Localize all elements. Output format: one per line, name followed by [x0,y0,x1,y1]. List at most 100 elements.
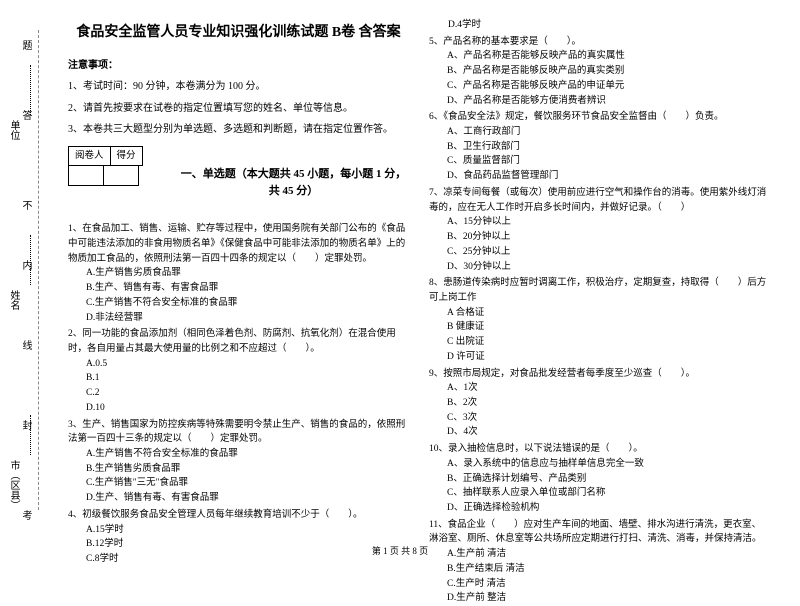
option: D.生产、销售有毒、有害食品罪 [86,491,409,506]
spine-char: 考 [18,510,33,520]
question-text: 11、食品企业（ ）应对生产车间的地面、墙壁、排水沟进行清洗，更衣室、淋浴室、厕… [429,518,770,547]
option: D、正确选择检验机构 [447,501,770,516]
options: A、录入系统中的信息应与抽样单信息完全一致B、正确选择计划编号、产品类别C、抽样… [429,457,770,516]
question-text: 1、在食品加工、销售、运输、贮存等过程中，使用国务院有关部门公布的《食品中可能违… [68,222,409,266]
score-marker: 阅卷人 [68,146,111,167]
option: A、录入系统中的信息应与抽样单信息完全一致 [447,457,770,472]
option: D 许可证 [447,350,770,365]
option: B、2次 [447,396,770,411]
option: C 出院证 [447,335,770,350]
option: B 健康证 [447,320,770,335]
option: C.生产时 清洁 [447,577,770,592]
option: B、20分钟以上 [447,230,770,245]
option: D、产品名称是否能够方便消费者辨识 [447,94,770,109]
option: A、工商行政部门 [447,125,770,140]
question-text: 10、录入抽检信息时，以下说法错误的是（ ）。 [429,442,770,457]
option: D.生产前 整洁 [447,591,770,606]
spine-char: 内 [18,260,33,270]
option: A 合格证 [447,306,770,321]
option: D.10 [86,401,409,416]
spine-line [30,65,31,115]
question: 4、初级餐饮服务食品安全管理人员每年继续教育培训不少于（ ）。A.15学时B.1… [68,508,409,567]
options: A、15分钟以上B、20分钟以上C、25分钟以上D、30分钟以上 [429,215,770,274]
question: D.4学时 [429,18,770,33]
question: 5、产品名称的基本要求是（ ）。A、产品名称是否能够反映产品的真实属性B、产品名… [429,35,770,109]
question: 2、同一功能的食品添加剂（相同色泽着色剂、防腐剂、抗氧化剂）在混合使用时，各自用… [68,327,409,415]
option: B.生产结束后 清洁 [447,562,770,577]
content-columns: 食品安全监管人员专业知识强化训练试题 B卷 含答案 注意事项： 1、考试时间：9… [50,0,800,540]
question-text: 6、《食品安全法》规定，餐饮服务环节食品安全监督由（ ）负责。 [429,110,770,125]
option: B、产品名称是否能够反映产品的真实类别 [447,64,770,79]
exam-title: 食品安全监管人员专业知识强化训练试题 B卷 含答案 [68,22,409,44]
option: D、食品药品监督管理部门 [447,169,770,184]
question: 6、《食品安全法》规定，餐饮服务环节食品安全监督由（ ）负责。A、工商行政部门B… [429,110,770,184]
option: B.生产销售劣质食品罪 [86,462,409,477]
notice-block: 1、考试时间：90 分钟，本卷满分为 100 分。 2、请首先按要求在试卷的指定… [68,79,409,138]
spine-city: 市（区县） [6,460,21,510]
option: C.生产销售"三无"食品罪 [86,476,409,491]
option: D、4次 [447,425,770,440]
question: 10、录入抽检信息时，以下说法错误的是（ ）。A、录入系统中的信息应与抽样单信息… [429,442,770,516]
spine-unit: 单位 [6,120,21,140]
option: A.生产销售不符合安全标准的食品罪 [86,447,409,462]
question: 11、食品企业（ ）应对生产车间的地面、墙壁、排水沟进行清洗，更衣室、淋浴室、厕… [429,518,770,606]
question-text: 8、患肠道传染病时应暂时调离工作，积极治疗，定期复查，持取得（ ）后方可上岗工作 [429,276,770,305]
score-score: 得分 [110,146,143,167]
spine-char: 不 [18,200,33,210]
notice-item: 2、请首先按要求在试卷的指定位置填写您的姓名、单位等信息。 [68,101,409,117]
option: D、30分钟以上 [447,260,770,275]
spine-char: 答 [18,110,33,120]
options: A、1次B、2次C、3次D、4次 [429,381,770,440]
option: C.2 [86,386,409,401]
question: 9、按照市局规定，对食品批发经营者每季度至少巡查（ ）。A、1次B、2次C、3次… [429,367,770,441]
binding-spine: 市（区县） 姓名 单位 考 封 线 内 不 答 题 [0,0,50,540]
score-box: 阅卷人 得分 [68,146,409,167]
question-text: 2、同一功能的食品添加剂（相同色泽着色剂、防腐剂、抗氧化剂）在混合使用时，各自用… [68,327,409,356]
question-text: 7、凉菜专间每餐（或每次）使用前应进行空气和操作台的消毒。使用紫外线灯消毒的，应… [429,186,770,215]
option: C.生产销售不符合安全标准的食品罪 [86,296,409,311]
options: A 合格证B 健康证C 出院证D 许可证 [429,306,770,365]
left-column: 食品安全监管人员专业知识强化训练试题 B卷 含答案 注意事项： 1、考试时间：9… [58,18,419,540]
option: C、产品名称是否能够反映产品的申证单元 [447,79,770,94]
question-text: D.4学时 [429,18,770,33]
options: A.0.5B.1C.2D.10 [68,357,409,416]
spine-seal-line [38,30,39,510]
options: A.生产销售劣质食品罪B.生产、销售有毒、有害食品罪C.生产销售不符合安全标准的… [68,266,409,325]
notice-item: 3、本卷共三大题型分别为单选题、多选题和判断题，请在指定位置作答。 [68,122,409,138]
option: A.0.5 [86,357,409,372]
spine-char: 封 [18,420,33,430]
question: 1、在食品加工、销售、运输、贮存等过程中，使用国务院有关部门公布的《食品中可能违… [68,222,409,325]
question: 3、生产、销售国家为防控疾病等特殊需要明令禁止生产、销售的食品的，依照刑法第一百… [68,418,409,506]
question-text: 3、生产、销售国家为防控疾病等特殊需要明令禁止生产、销售的食品的，依照刑法第一百… [68,418,409,447]
question: 8、患肠道传染病时应暂时调离工作，积极治疗，定期复查，持取得（ ）后方可上岗工作… [429,276,770,364]
option: D.非法经营罪 [86,311,409,326]
spine-name: 姓名 [6,290,21,310]
question-text: 5、产品名称的基本要求是（ ）。 [429,35,770,50]
option: C、抽样联系人应录入单位或部门名称 [447,486,770,501]
option: B、卫生行政部门 [447,140,770,155]
option: A、1次 [447,381,770,396]
col2-questions: D.4学时 5、产品名称的基本要求是（ ）。A、产品名称是否能够反映产品的真实属性… [429,18,770,606]
score-blank [68,165,104,186]
col1-questions: 1、在食品加工、销售、运输、贮存等过程中，使用国务院有关部门公布的《食品中可能违… [68,222,409,567]
options: A、工商行政部门B、卫生行政部门C、质量监督部门D、食品药品监督管理部门 [429,125,770,184]
score-blank [103,165,139,186]
option: A.15学时 [86,523,409,538]
option: A、产品名称是否能够反映产品的真实属性 [447,49,770,64]
option: C、3次 [447,411,770,426]
notice-heading: 注意事项： [68,58,409,74]
option: B.生产、销售有毒、有害食品罪 [86,281,409,296]
option: B.1 [86,371,409,386]
question: 7、凉菜专间每餐（或每次）使用前应进行空气和操作台的消毒。使用紫外线灯消毒的，应… [429,186,770,274]
page-container: 市（区县） 姓名 单位 考 封 线 内 不 答 题 食品安全监管人员专业知识强化… [0,0,800,540]
question-text: 9、按照市局规定，对食品批发经营者每季度至少巡查（ ）。 [429,367,770,382]
spine-char: 题 [18,40,33,50]
options: A.生产销售不符合安全标准的食品罪B.生产销售劣质食品罪C.生产销售"三无"食品… [68,447,409,506]
option: B、正确选择计划编号、产品类别 [447,472,770,487]
notice-item: 1、考试时间：90 分钟，本卷满分为 100 分。 [68,79,409,95]
option: A、15分钟以上 [447,215,770,230]
page-footer: 第 1 页 共 8 页 [0,544,800,557]
option: A.生产销售劣质食品罪 [86,266,409,281]
option: C、25分钟以上 [447,245,770,260]
options: A、产品名称是否能够反映产品的真实属性B、产品名称是否能够反映产品的真实类别C、… [429,49,770,108]
